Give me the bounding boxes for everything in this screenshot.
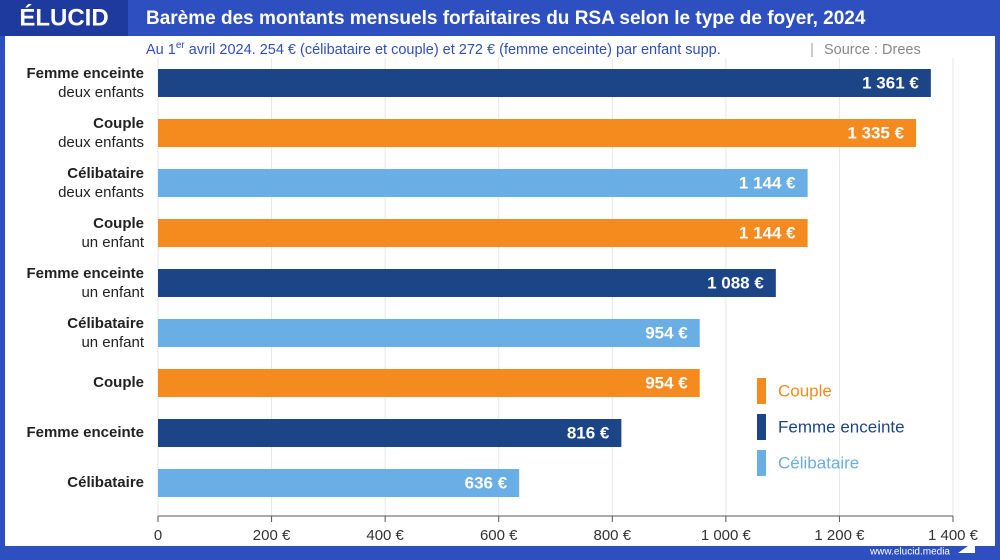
value-label: 1 335 € [847, 123, 904, 142]
bar [158, 469, 520, 497]
value-label: 1 088 € [707, 273, 764, 292]
category-label: Couple [93, 374, 144, 391]
category-label: deux enfants [58, 134, 144, 151]
category-label: un enfant [81, 334, 144, 351]
x-tick-label: 1 400 € [928, 527, 979, 544]
category-label: Célibataire [67, 474, 144, 491]
bar [158, 319, 700, 347]
legend-label: Couple [778, 381, 832, 400]
value-label: 1 361 € [862, 73, 919, 92]
bar [158, 169, 808, 197]
brand: ÉLUCID [19, 3, 108, 31]
x-tick-label: 0 [154, 527, 162, 544]
subtitle: Au 1er avril 2024. 254 € (célibataire et… [146, 40, 721, 58]
x-tick-label: 1 200 € [814, 527, 865, 544]
category-label: un enfant [81, 284, 144, 301]
footer-logo [958, 541, 975, 553]
bar [158, 219, 808, 247]
category-label: Célibataire [67, 315, 144, 332]
value-label: 636 € [465, 473, 508, 492]
category-label: Couple [93, 215, 144, 232]
category-label: un enfant [81, 234, 144, 251]
legend-label: Célibataire [778, 453, 859, 472]
subtitle-sup: er [176, 40, 186, 51]
value-label: 1 144 € [739, 173, 796, 192]
subtitle-part: Au 1 [146, 42, 176, 58]
source: Source : Drees [824, 42, 921, 58]
category-label: deux enfants [58, 184, 144, 201]
category-label: Femme enceinte [26, 424, 144, 441]
subtitle-part: avril 2024. 254 € (célibataire et couple… [185, 42, 721, 58]
value-label: 954 € [645, 373, 688, 392]
bar [158, 69, 931, 97]
brand-box [0, 0, 128, 36]
legend-swatch [757, 414, 766, 440]
x-tick-label: 800 € [594, 527, 632, 544]
value-label: 1 144 € [739, 223, 796, 242]
bar [158, 369, 700, 397]
legend-label: Femme enceinte [778, 417, 905, 436]
category-label: Femme enceinte [26, 65, 144, 82]
x-tick-label: 400 € [366, 527, 404, 544]
bar [158, 269, 776, 297]
value-label: 954 € [645, 323, 688, 342]
x-tick-label: 1 000 € [701, 527, 752, 544]
category-label: Couple [93, 115, 144, 132]
legend-swatch [757, 378, 766, 404]
x-tick-label: 600 € [480, 527, 518, 544]
category-label: Femme enceinte [26, 265, 144, 282]
footer: www.elucid.media [869, 547, 950, 558]
chart-title: Barème des montants mensuels forfaitaire… [146, 8, 866, 29]
bar [158, 119, 917, 147]
category-label: Célibataire [67, 165, 144, 182]
bar [158, 419, 622, 447]
category-label: deux enfants [58, 84, 144, 101]
legend-swatch [757, 450, 766, 476]
x-tick-label: 200 € [253, 527, 291, 544]
value-label: 816 € [567, 423, 610, 442]
